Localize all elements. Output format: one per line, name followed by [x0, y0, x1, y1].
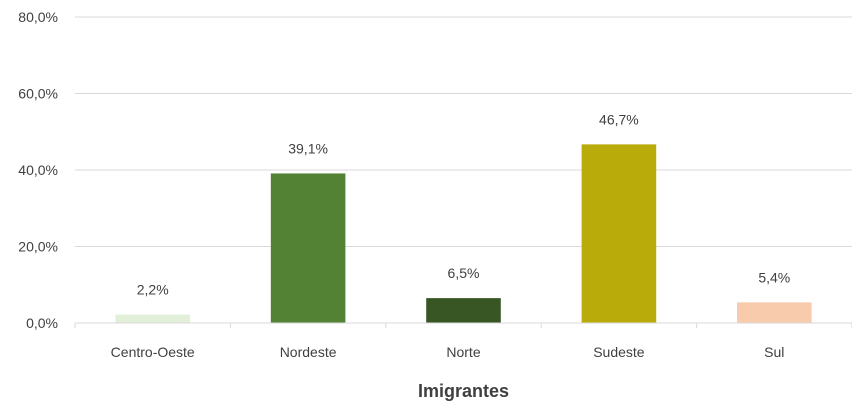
x-axis-title: Imigrantes	[418, 381, 509, 401]
y-tick-label: 60,0%	[18, 86, 58, 102]
y-axis-tick-labels: 0,0% 20,0% 40,0% 60,0% 80,0%	[18, 9, 58, 331]
x-category-label: Sudeste	[593, 344, 645, 360]
y-tick-label: 80,0%	[18, 9, 58, 25]
y-tick-label: 0,0%	[26, 315, 58, 331]
x-axis-category-labels: Centro-Oeste Nordeste Norte Sudeste Sul	[111, 344, 785, 360]
bar-nordeste	[270, 173, 346, 323]
bar-sudeste	[581, 144, 657, 323]
data-labels: 2,2% 39,1% 6,5% 46,7% 5,4%	[137, 111, 791, 297]
bar-norte	[426, 298, 501, 323]
x-axis-ticks	[74, 323, 852, 328]
data-label: 46,7%	[599, 111, 639, 127]
data-label: 2,2%	[137, 282, 169, 298]
x-category-label: Norte	[446, 344, 480, 360]
bar-centro-oeste	[115, 314, 190, 323]
x-category-label: Nordeste	[280, 344, 337, 360]
y-tick-label: 40,0%	[18, 162, 58, 178]
y-tick-label: 20,0%	[18, 239, 58, 255]
x-category-label: Centro-Oeste	[111, 344, 195, 360]
x-category-label: Sul	[764, 344, 784, 360]
data-label: 5,4%	[758, 269, 790, 285]
data-label: 39,1%	[288, 140, 328, 156]
bar-sul	[737, 302, 812, 323]
data-label: 6,5%	[448, 265, 480, 281]
gridlines	[75, 16, 852, 247]
bars	[115, 144, 812, 323]
